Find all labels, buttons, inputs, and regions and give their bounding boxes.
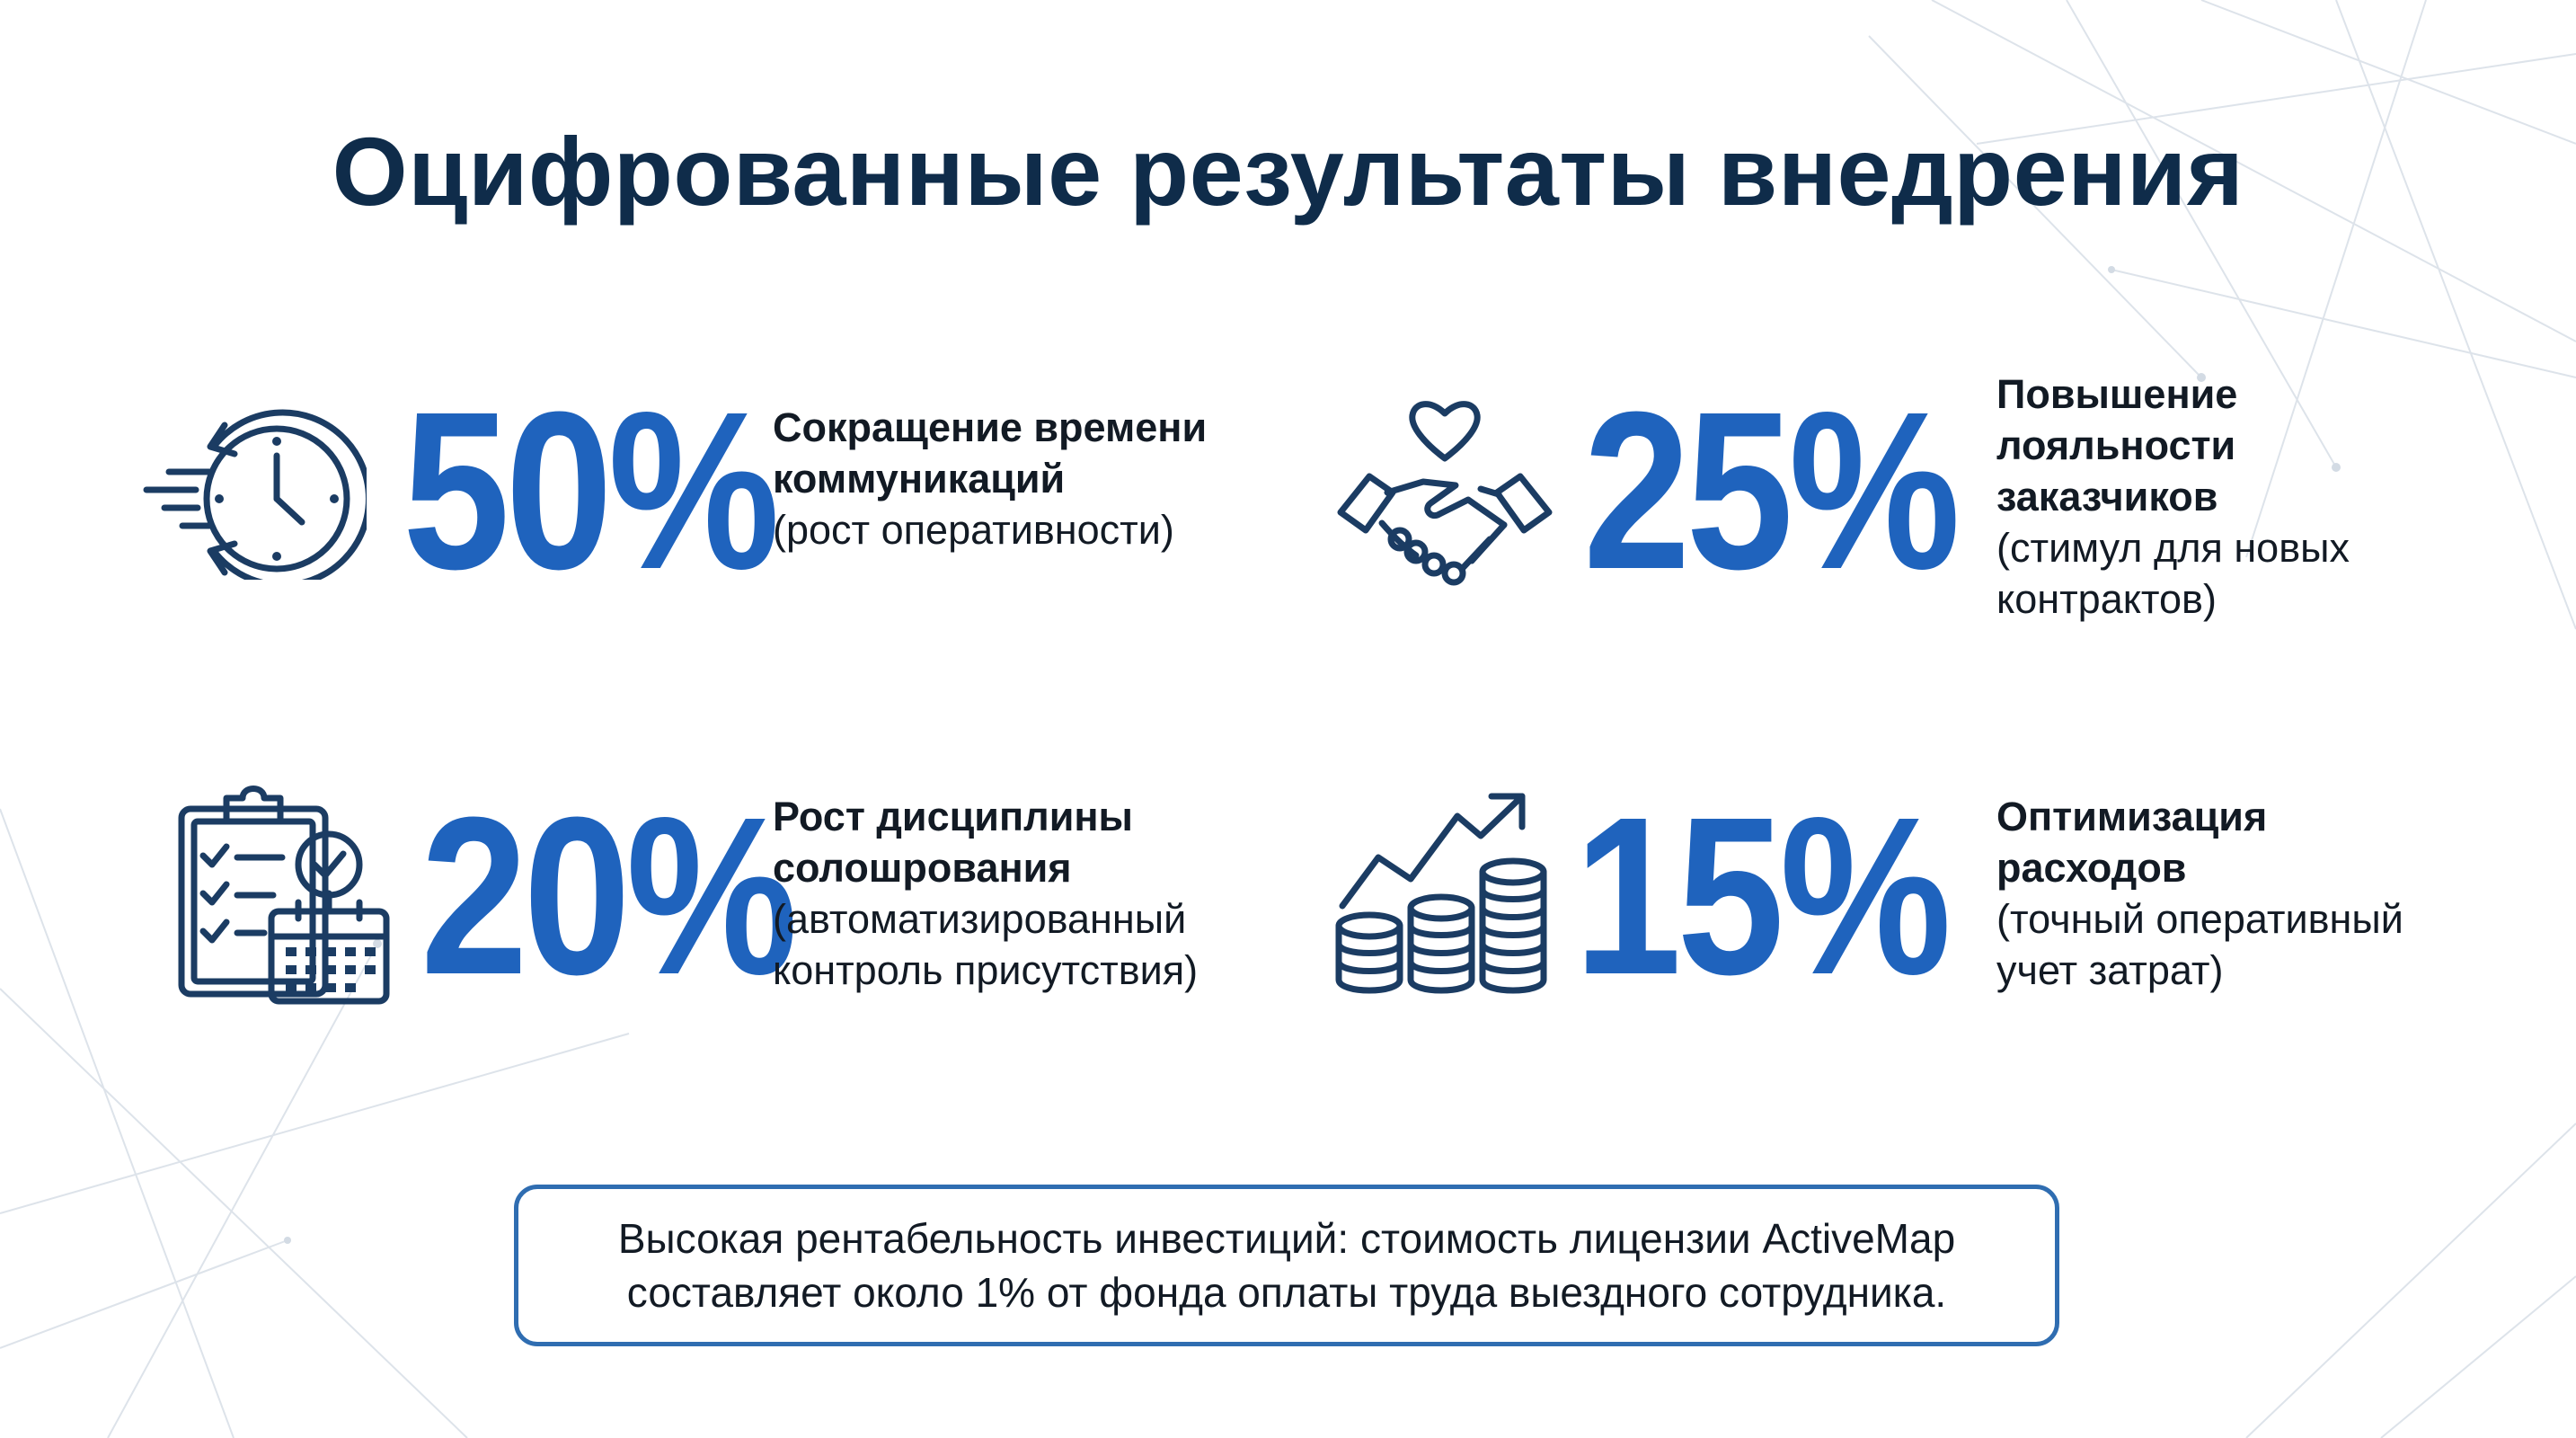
- clipboard-calendar-icon: [178, 786, 390, 1005]
- clock-speed-icon: [143, 409, 367, 580]
- stat-headline-line: заказчиков: [1996, 474, 2218, 519]
- roi-callout-text: Высокая рентабельность инвестиций: стоим…: [618, 1212, 1955, 1319]
- stat-headline-line: расходов: [1996, 845, 2187, 891]
- stat-description: Оптимизация расходов (точный оперативный…: [1996, 791, 2403, 996]
- stat-description: Сокращение времени коммуникаций (рост оп…: [773, 402, 1207, 555]
- stat-headline-line: Оптимизация: [1996, 794, 2268, 839]
- stat-detail-line: (автоматизированный: [773, 896, 1187, 942]
- stat-detail-line: (стимул для новых: [1996, 525, 2350, 571]
- stat-value: 25%: [1583, 365, 1961, 616]
- stat-detail-line: контрактов): [1996, 576, 2217, 622]
- stat-headline-line: Повышение: [1996, 371, 2238, 417]
- stat-description: Рост дисциплины солошрования (автоматизи…: [773, 791, 1198, 996]
- stat-headline-line: лояльности: [1996, 422, 2236, 468]
- stat-value: 50%: [403, 365, 780, 616]
- stat-detail-line: (рост оперативности): [773, 507, 1174, 553]
- slide-title: Оцифрованные результаты внедрения: [332, 117, 2244, 226]
- stat-value: 15%: [1574, 770, 1952, 1021]
- stat-headline-line: Рост дисциплины: [773, 794, 1133, 839]
- stat-headline-line: коммуникаций: [773, 456, 1066, 502]
- stat-detail-line: учет затрат): [1996, 947, 2224, 993]
- coins-growth-icon: [1335, 793, 1547, 994]
- stat-headline-line: Сокращение времени: [773, 404, 1208, 450]
- stat-detail-line: (точный оперативный: [1996, 896, 2403, 942]
- roi-callout-line: Высокая рентабельность инвестиций: стоим…: [617, 1215, 1956, 1262]
- stat-headline-line: солошрования: [773, 845, 1072, 891]
- roi-callout-line: составляет около 1% от фонда оплаты труд…: [626, 1269, 1947, 1316]
- stat-detail-line: контроль присутствия): [773, 947, 1199, 993]
- handshake-heart-icon: [1337, 401, 1553, 586]
- roi-callout-box: Высокая рентабельность инвестиций: стоим…: [514, 1185, 2059, 1346]
- stat-value: 20%: [420, 770, 798, 1021]
- stat-description: Повышение лояльности заказчиков (стимул …: [1996, 368, 2350, 625]
